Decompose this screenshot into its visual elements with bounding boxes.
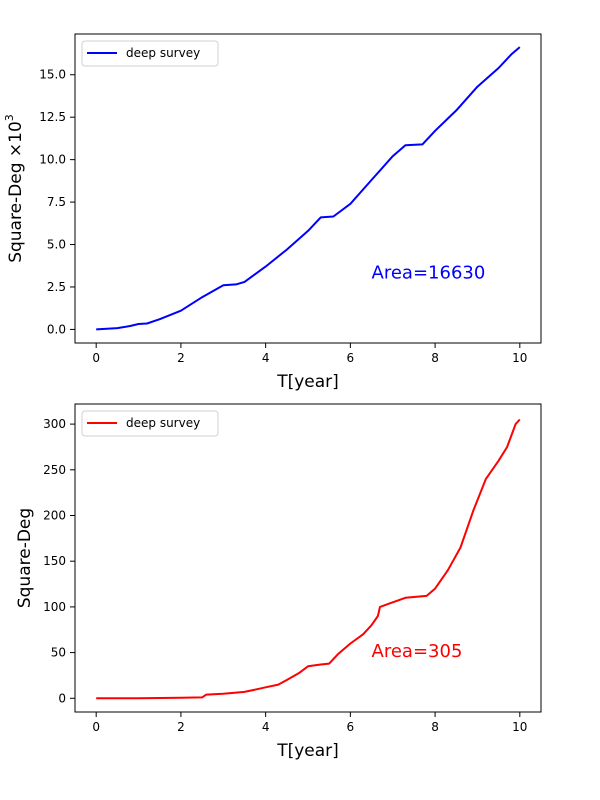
top-chart-x-tick-label-5: 10 (512, 351, 527, 365)
bottom-chart-area-annotation: Area=305 (372, 641, 463, 662)
top-chart-x-tick-label-2: 4 (262, 351, 270, 365)
top-chart-area-annotation: Area=16630 (372, 262, 486, 283)
top-chart: 0 2 4 6 8 100.02.55.07.510.012.515.0 T[year] … (3, 33, 542, 392)
bottom-chart-y-tick-label-6: 300 (43, 417, 66, 431)
top-chart-y-tick-label-4: 10.0 (39, 153, 66, 167)
top-chart-y-tick-label-3: 7.5 (47, 195, 66, 209)
top-chart-y-tick-label-2: 5.0 (47, 238, 66, 252)
bottom-chart-legend: deep survey (81, 410, 219, 437)
top-chart-y-tick-label-5: 12.5 (39, 110, 66, 124)
bottom-chart-series-line-0 (96, 418, 521, 700)
top-chart-x-tick-label-1: 2 (177, 351, 185, 365)
bottom-chart-legend-box (81, 410, 219, 437)
bottom-chart-y-tick-label-5: 250 (43, 463, 66, 477)
bottom-chart-y-tick-label-3: 150 (43, 554, 66, 568)
top-chart-y-tick-label-1: 2.5 (47, 280, 66, 294)
bottom-chart-x-tick-label-4: 8 (431, 720, 439, 734)
top-chart-y-tick-label-0: 0.0 (47, 322, 66, 336)
bottom-chart-x-tick-label-2: 4 (262, 720, 270, 734)
top-chart-x-tick-label-4: 8 (431, 351, 439, 365)
top-chart-y-axis-label: Square-Deg ×103 (3, 114, 26, 263)
top-chart-y-axis-label-base: Square-Deg ×10 (6, 121, 26, 263)
bottom-chart-x-tick-label-5: 10 (512, 720, 527, 734)
top-chart-x-tick-label-0: 0 (92, 351, 100, 365)
top-chart-frame (74, 33, 542, 344)
top-chart-legend: deep survey (81, 40, 219, 67)
bottom-chart-y-tick-label-2: 100 (43, 600, 66, 614)
top-chart-legend-box (81, 40, 219, 67)
bottom-chart-x-tick-label-1: 2 (177, 720, 185, 734)
top-chart-x-axis-label: T[year] (276, 372, 339, 392)
bottom-chart-x-axis-label: T[year] (276, 741, 339, 761)
bottom-chart-y-axis-label: Square-Deg (15, 508, 35, 608)
bottom-chart-x-tick-label-3: 6 (347, 720, 355, 734)
bottom-chart-y-tick-label-1: 50 (51, 646, 66, 660)
top-chart-x-tick-label-3: 6 (347, 351, 355, 365)
top-chart-series (96, 46, 521, 331)
top-chart-y-axis-label-exponent: 3 (3, 114, 16, 121)
top-chart-series-line-0 (96, 46, 521, 331)
bottom-chart-y-tick-label-0: 0 (58, 691, 66, 705)
bottom-chart-legend-entry: deep survey (126, 416, 200, 430)
bottom-chart-frame (74, 403, 542, 713)
bottom-chart-x-tick-label-0: 0 (92, 720, 100, 734)
top-chart-y-tick-label-6: 15.0 (39, 68, 66, 82)
top-chart-legend-entry: deep survey (126, 46, 200, 60)
bottom-chart-y-tick-label-4: 200 (43, 509, 66, 523)
top-chart-ticks: 0 2 4 6 8 10 0.0 2.5 5.0 7.5 10.0 12.5 15.0 (39, 68, 527, 365)
bottom-chart-series (96, 418, 521, 700)
